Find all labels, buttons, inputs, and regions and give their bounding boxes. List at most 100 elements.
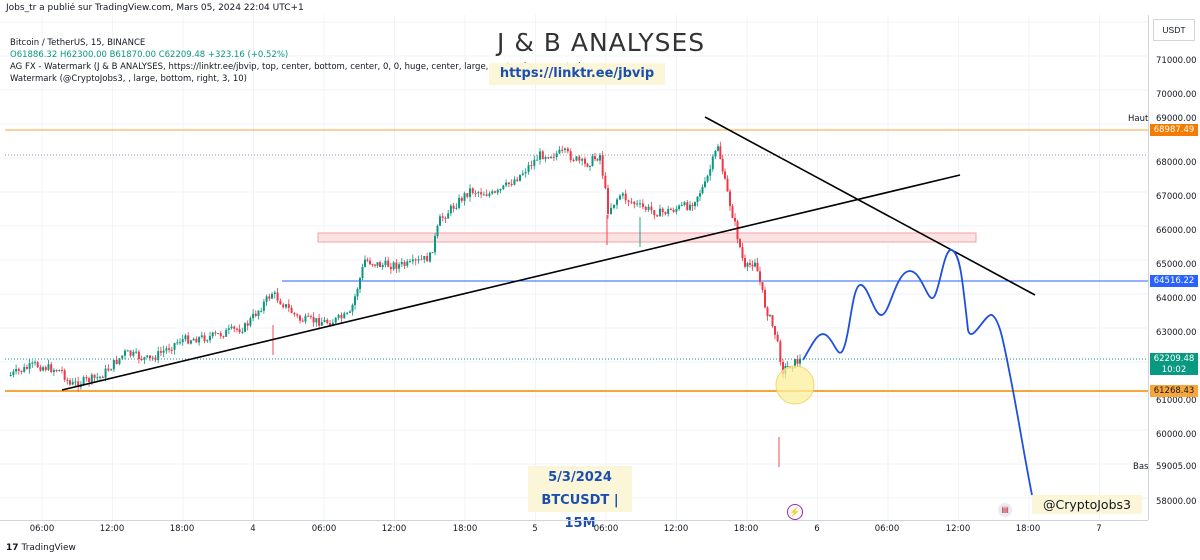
- candle-body: [647, 206, 650, 210]
- chart-area[interactable]: Bitcoin / TetherUS, 15, BINANCE O61886.3…: [0, 15, 1148, 520]
- candle-body: [678, 205, 681, 210]
- candle-body: [366, 259, 369, 261]
- candle-body: [569, 151, 572, 161]
- time-tick: 06:00: [311, 524, 337, 534]
- candle-body: [680, 204, 683, 206]
- support-price-tag[interactable]: 61268.43: [1150, 385, 1198, 397]
- candle-body: [198, 337, 201, 343]
- time-scale[interactable]: [0, 520, 1148, 541]
- candle-body: [659, 208, 661, 217]
- candle-body: [596, 159, 599, 161]
- brand-text[interactable]: TradingView: [21, 543, 76, 553]
- candle-body: [409, 261, 411, 263]
- candle-body: [423, 255, 426, 260]
- indicator-watermark-2[interactable]: Watermark (@CryptoJobs3, , large, bottom…: [10, 74, 247, 84]
- candle-body: [460, 197, 463, 201]
- candle-body: [796, 358, 799, 364]
- candle-body: [162, 350, 165, 353]
- us-flag-event-icon[interactable]: ▤: [998, 503, 1012, 517]
- candle-body: [337, 315, 340, 318]
- candle-body: [52, 370, 55, 373]
- candle-body: [485, 194, 488, 196]
- date-watermark: 5/3/2024 BTCUSDT | 15M: [528, 466, 632, 531]
- candle-body: [55, 370, 58, 372]
- candle-body: [96, 377, 99, 379]
- candle-body: [447, 213, 450, 219]
- candle-body: [724, 171, 726, 179]
- candle-body: [444, 217, 447, 219]
- candle-body: [285, 304, 287, 308]
- currency-button[interactable]: USDT: [1153, 19, 1195, 41]
- candle-body: [387, 260, 390, 267]
- time-tick: 12:00: [99, 524, 125, 534]
- candle-body: [374, 264, 376, 266]
- forecast-path[interactable]: [802, 249, 1033, 496]
- price-tick: 58000.00: [1156, 497, 1197, 507]
- candle-body: [219, 333, 222, 337]
- candle-body: [746, 263, 749, 267]
- pair-text: BTCUSDT | 15M: [541, 493, 619, 531]
- candle-body: [436, 225, 439, 237]
- candle-body: [706, 175, 709, 182]
- candle-body: [689, 204, 691, 210]
- candle-body: [400, 262, 403, 265]
- candle-body: [157, 351, 160, 361]
- candlesticks: [9, 141, 801, 467]
- candle-body: [168, 348, 171, 350]
- candle-body: [34, 362, 36, 364]
- candle-body: [434, 236, 436, 253]
- descending-trendline[interactable]: [704, 116, 1036, 296]
- time-tick: 06:00: [874, 524, 900, 534]
- candle-body: [262, 301, 265, 311]
- candle-body: [287, 304, 290, 308]
- resistance-price-tag[interactable]: 68987.49: [1150, 124, 1198, 136]
- candle-body: [739, 239, 741, 248]
- candle-body: [179, 342, 181, 344]
- candle-body: [181, 339, 184, 343]
- candle-body: [764, 289, 766, 308]
- candle-body: [88, 378, 91, 383]
- candle-body: [711, 156, 714, 170]
- ascending-trendline[interactable]: [61, 174, 961, 391]
- candle-body: [36, 362, 39, 368]
- candle-body: [533, 159, 536, 166]
- candle-body: [794, 358, 796, 368]
- candle-body: [474, 192, 477, 194]
- candle-body: [346, 312, 349, 314]
- price-tick: 70000.00: [1156, 90, 1197, 100]
- candle-body: [189, 340, 192, 344]
- candle-body: [547, 157, 550, 159]
- candle-body: [471, 188, 474, 193]
- candle-body: [644, 206, 647, 210]
- time-tick: 18:00: [1015, 524, 1041, 534]
- candle-body: [664, 212, 667, 214]
- price-scale[interactable]: [1148, 15, 1200, 520]
- candle-body: [217, 333, 220, 335]
- indicator-watermark-1[interactable]: AG FX - Watermark (J & B ANALYSES, https…: [10, 62, 582, 72]
- candle-body: [315, 318, 318, 323]
- candle-body: [452, 205, 455, 209]
- candle-body: [74, 381, 77, 383]
- candle-body: [521, 173, 524, 175]
- current-price-tag[interactable]: 62209.48: [1150, 353, 1198, 365]
- candle-body: [101, 376, 104, 378]
- candle-body: [323, 319, 326, 323]
- candle-body: [230, 326, 233, 329]
- lightning-event-icon[interactable]: ⚡: [787, 504, 803, 520]
- candle-body: [701, 186, 704, 194]
- candle-body: [610, 207, 612, 214]
- tradingview-logo-icon[interactable]: 17: [6, 543, 19, 553]
- highlight-circle: [775, 365, 815, 405]
- candle-body: [93, 374, 96, 378]
- candle-body: [426, 255, 429, 262]
- candle-body: [417, 259, 420, 261]
- blue-level-price-tag[interactable]: 64516.22: [1150, 275, 1198, 287]
- symbol-line[interactable]: Bitcoin / TetherUS, 15, BINANCE: [10, 38, 146, 48]
- price-tick: 61000.00: [1156, 396, 1197, 406]
- candle-body: [90, 374, 93, 383]
- price-chart[interactable]: [0, 15, 1148, 520]
- candle-body: [200, 335, 203, 338]
- candle-body: [129, 350, 132, 356]
- date-text: 5/3/2024: [548, 470, 612, 485]
- candle-body: [244, 323, 246, 332]
